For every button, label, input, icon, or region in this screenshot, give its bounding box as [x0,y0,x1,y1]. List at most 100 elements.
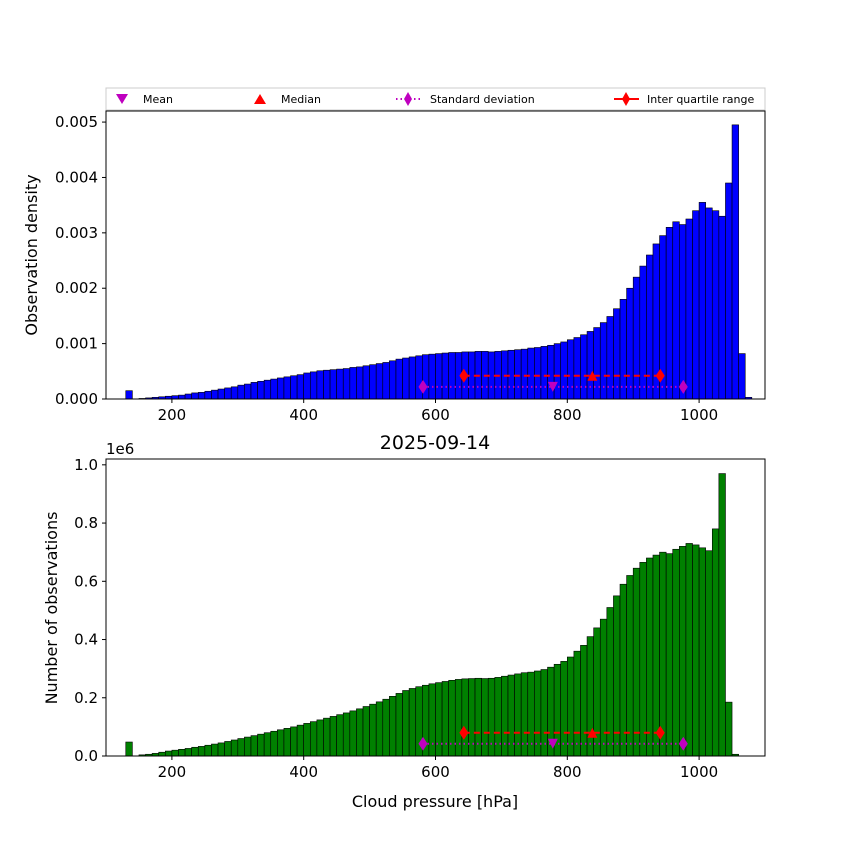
density-bar [725,182,733,400]
std-diamond-icon [404,92,412,106]
count-x-ticks: 200 400 600 800 1000 [158,756,718,781]
count-bar [606,607,614,757]
density-bar [389,360,397,400]
density-bar [448,352,456,400]
count-bar [217,742,225,757]
count-x-tick-label: 600 [421,763,450,781]
density-bar [263,379,272,400]
count-bar [454,679,463,757]
count-y-axis-label: Number of observations [42,512,61,705]
count-bar [646,557,654,757]
density-bar [125,390,133,400]
density-bar [362,365,370,400]
count-bar [698,547,706,757]
count-bar [336,714,344,757]
count-bar [184,748,192,757]
count-std-high-marker [678,736,688,751]
density-bar [639,265,647,400]
legend-label-iqr: Inter quartile range [647,93,754,106]
density-bar [646,254,654,400]
density-bar [586,331,594,400]
count-y-tick-label: 1.0 [74,456,98,474]
count-bar [250,735,258,757]
density-bar [415,355,423,400]
density-bar [316,370,324,400]
count-bar [685,543,693,757]
density-bar [290,375,298,400]
chart-title: 2025-09-14 [380,432,490,454]
legend-item-mean: Mean [116,93,173,106]
density-bar [613,308,621,400]
count-bar [580,645,588,757]
count-y-tick-label: 0.0 [74,747,98,765]
density-bar [191,392,199,400]
count-bar [342,712,351,757]
count-bar [349,710,357,757]
density-bar [534,347,542,400]
count-stat-markers [418,725,688,751]
legend-item-iqr: Inter quartile range [614,92,754,106]
count-bar [224,741,232,757]
density-std-low-marker [418,379,428,394]
count-bar [303,723,311,757]
density-bar [441,352,449,400]
density-bar [369,364,377,400]
density-iqr-high-marker [655,368,665,383]
count-bar [290,726,298,757]
count-bar [428,683,436,757]
count-bar [560,661,568,757]
count-bar [692,544,700,757]
density-bar [738,353,746,400]
count-std-low-marker [418,736,428,751]
density-bar [244,383,252,400]
density-bar [283,376,291,400]
density-bar [408,356,417,400]
count-bar [329,716,337,757]
density-bar [178,394,186,400]
density-mean-marker [547,381,558,392]
count-bar [125,741,133,757]
count-bar [277,729,285,757]
count-x-tick-label: 800 [553,763,582,781]
legend-label-mean: Mean [143,93,173,106]
density-stat-markers [418,368,688,394]
count-bar [711,528,720,757]
count-bar [441,681,449,757]
count-bar [362,706,370,757]
density-y-tick-label: 0.001 [55,335,98,353]
count-bar [316,719,324,757]
count-bar [356,708,364,757]
density-bar [270,378,278,400]
density-bar [527,347,535,400]
count-bar [408,688,417,757]
count-bar [619,583,627,757]
count-bar [534,670,542,757]
density-bar [685,218,693,400]
density-bar [692,210,700,400]
density-y-tick-label: 0.005 [55,113,98,131]
density-y-tick-label: 0.003 [55,224,98,242]
count-x-tick-label: 400 [289,763,318,781]
density-y-tick-label: 0.002 [55,279,98,297]
density-bar [296,374,304,400]
density-x-tick-label: 1000 [680,406,718,424]
iqr-diamond-icon [622,92,630,106]
count-bar [375,701,384,757]
density-std-high-marker [678,379,688,394]
count-bar [191,746,199,757]
count-bars [125,473,739,757]
count-bar [309,721,318,757]
density-bar [580,334,588,400]
density-bars [125,124,753,400]
count-bar [263,732,272,757]
count-bar [679,546,687,757]
density-bar [375,363,384,400]
density-bar [349,367,357,400]
density-bar [560,341,568,400]
median-marker-icon [254,94,266,104]
count-bar [296,724,304,757]
density-bar [731,124,739,400]
count-bar [283,728,291,757]
density-bar [329,369,337,400]
legend-item-median: Median [254,93,321,106]
